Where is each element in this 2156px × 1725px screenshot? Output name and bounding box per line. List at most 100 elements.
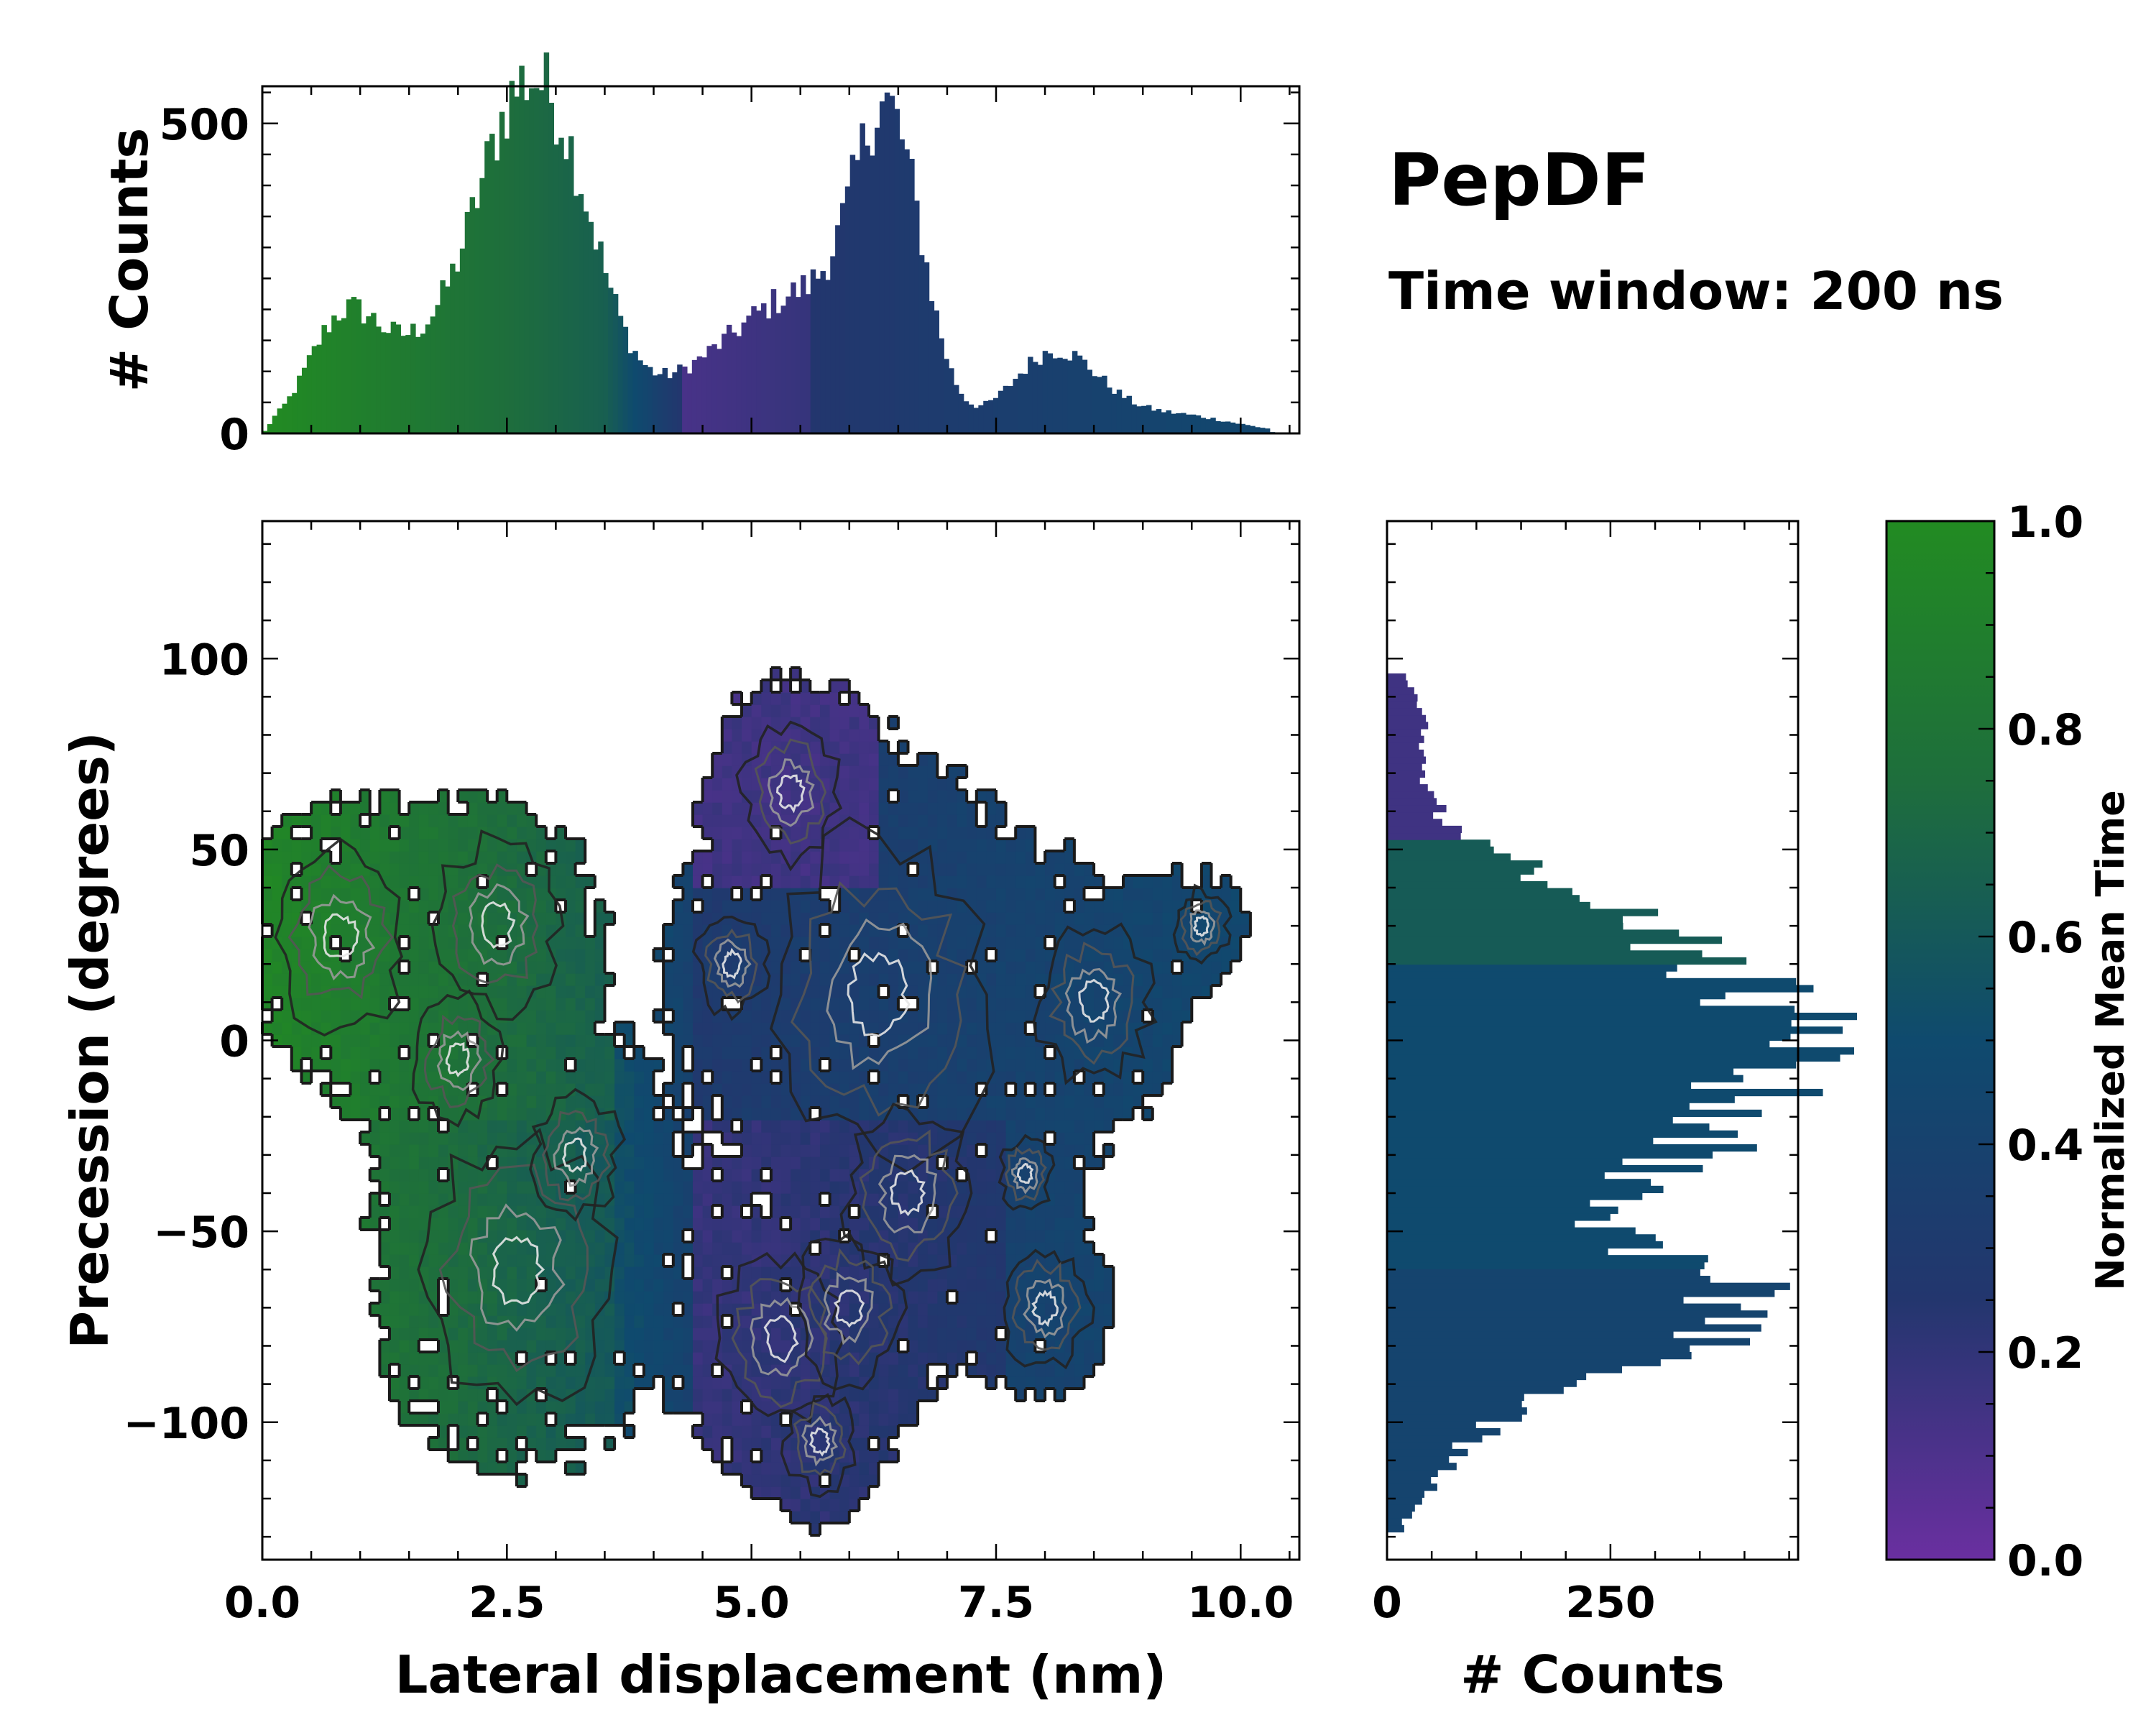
top-hist-bar: [865, 145, 870, 433]
heatmap-cell: [272, 827, 282, 840]
heatmap-cell: [634, 1132, 645, 1145]
heatmap-cell: [1103, 1071, 1115, 1084]
right-histogram-xlabel: # Counts: [1460, 1644, 1725, 1705]
heatmap-cell: [585, 1010, 596, 1023]
heatmap-cell: [722, 790, 733, 803]
heatmap-cell: [556, 1425, 566, 1438]
heatmap-cell: [1084, 1083, 1095, 1096]
heatmap-cell: [536, 1438, 547, 1450]
heatmap-cell: [624, 1230, 635, 1243]
heatmap-cell: [409, 1132, 420, 1145]
heatmap-cell: [624, 1315, 635, 1328]
heatmap-cell: [800, 1376, 811, 1389]
heatmap-cell: [497, 1438, 508, 1450]
heatmap-cell: [869, 1450, 880, 1463]
heatmap-cell: [369, 1095, 381, 1108]
heatmap-cell: [467, 961, 479, 974]
heatmap-cell: [536, 1071, 547, 1084]
figure-title: PepDF: [1388, 138, 1650, 222]
heatmap-cell: [967, 851, 977, 864]
density-contour: [469, 1203, 566, 1332]
colorbar-ticks: 0.0 0.2 0.4 0.6 0.8 1.0: [2007, 497, 2083, 1586]
heatmap-cell: [712, 1413, 723, 1426]
heatmap-cell: [770, 778, 782, 791]
main-ytick-label: 0: [219, 1017, 249, 1067]
heatmap-cell: [702, 1242, 713, 1255]
heatmap-cell: [1045, 851, 1056, 864]
heatmap-cell: [301, 1034, 312, 1047]
heatmap-cell: [780, 875, 791, 888]
heatmap-cell: [1005, 1010, 1016, 1023]
heatmap-cell: [282, 937, 292, 949]
top-hist-bar: [652, 375, 658, 433]
right-hist-bar: [1387, 1366, 1623, 1374]
heatmap-cell: [927, 1108, 939, 1121]
heatmap-cell: [722, 778, 733, 791]
heatmap-cell: [761, 912, 772, 925]
heatmap-cell: [780, 1230, 791, 1243]
heatmap-cell: [839, 1034, 850, 1047]
heatmap-cell: [839, 1144, 850, 1157]
heatmap-cell: [986, 1376, 997, 1389]
heatmap-cell: [575, 1034, 586, 1047]
heatmap-cell: [732, 1254, 742, 1267]
heatmap-cell: [409, 863, 420, 876]
right-hist-bar: [1387, 701, 1417, 709]
heatmap-cell: [722, 827, 733, 840]
density-contour: [754, 738, 827, 845]
heatmap-cell: [683, 1034, 694, 1047]
heatmap-cell: [673, 937, 684, 949]
heatmap-cell: [1045, 924, 1056, 937]
right-hist-bar: [1387, 1075, 1743, 1082]
heatmap-cell: [575, 1022, 586, 1035]
heatmap-cell: [448, 1108, 459, 1121]
heatmap-cell: [1094, 1328, 1105, 1340]
heatmap-cell: [1162, 973, 1173, 986]
heatmap-cell: [1201, 985, 1212, 998]
heatmap-cell: [702, 1083, 713, 1096]
heatmap-cell: [282, 1034, 292, 1047]
heatmap-cell: [673, 900, 684, 913]
heatmap-cell: [683, 961, 694, 974]
heatmap-cell: [634, 1279, 645, 1292]
heatmap-cell: [487, 1218, 498, 1230]
heatmap-cell: [967, 1328, 977, 1340]
top-hist-bar: [558, 137, 564, 434]
heatmap-cell: [791, 1511, 801, 1524]
heatmap-cell: [516, 1120, 528, 1133]
top-hist-bar: [731, 332, 737, 433]
heatmap-cell: [692, 1169, 704, 1182]
top-hist-bar: [400, 336, 406, 433]
heatmap-cell: [663, 1266, 674, 1279]
heatmap-cell: [614, 1303, 625, 1316]
heatmap-cell: [937, 973, 948, 986]
heatmap-cell: [770, 875, 782, 888]
top-hist-bar: [494, 160, 500, 433]
heatmap-cell: [1064, 973, 1075, 986]
right-hist-bar: [1387, 964, 1677, 972]
heatmap-cell: [1005, 1108, 1016, 1121]
heatmap-cell: [507, 802, 517, 815]
heatmap-cell: [898, 1120, 909, 1133]
heatmap-cell: [301, 998, 312, 1011]
heatmap-cell: [458, 790, 469, 803]
axes-frame: [261, 85, 1301, 435]
heatmap-cell: [1015, 1376, 1026, 1389]
heatmap-cell: [643, 1303, 655, 1316]
heatmap-cell: [859, 802, 870, 815]
heatmap-cell: [722, 1230, 733, 1243]
heatmap-cell: [458, 1254, 469, 1267]
heatmap-cell: [751, 802, 762, 815]
heatmap-cell: [976, 961, 987, 974]
heatmap-cell: [692, 924, 704, 937]
heatmap-cell: [575, 1315, 586, 1328]
heatmap-cell: [888, 875, 899, 888]
density-contour: [847, 952, 911, 1037]
heatmap-cell: [624, 1071, 635, 1084]
heatmap-cell: [556, 1340, 566, 1353]
heatmap-cell: [643, 1254, 655, 1267]
heatmap-cell: [340, 851, 351, 864]
heatmap-cell: [791, 912, 801, 925]
heatmap-cell: [722, 1303, 733, 1316]
heatmap-cell: [967, 1071, 977, 1084]
